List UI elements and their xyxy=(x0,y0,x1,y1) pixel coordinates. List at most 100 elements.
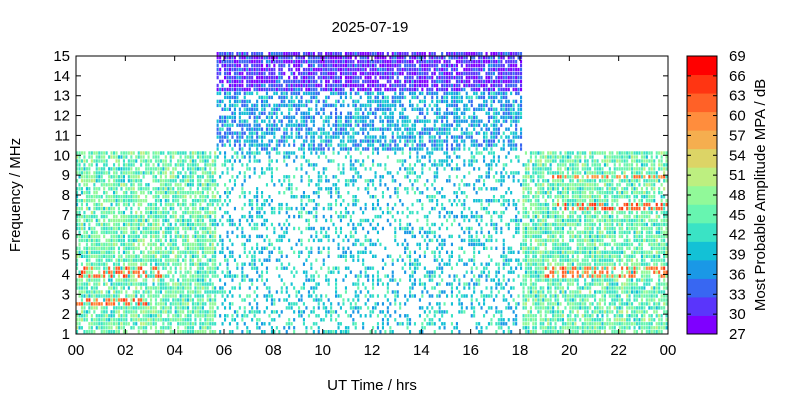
heatmap-cell xyxy=(172,179,175,183)
heatmap-cell xyxy=(214,222,217,227)
heatmap-cell xyxy=(93,226,96,231)
heatmap-cell xyxy=(413,91,416,96)
heatmap-cell xyxy=(221,290,224,294)
heatmap-cell xyxy=(140,306,143,310)
heatmap-cell xyxy=(349,218,352,223)
heatmap-cell xyxy=(76,218,79,223)
heatmap-cell xyxy=(174,314,177,318)
heatmap-cell xyxy=(122,183,125,187)
heatmap-cell xyxy=(154,218,157,223)
heatmap-cell xyxy=(194,195,197,199)
heatmap-cell xyxy=(100,242,103,247)
heatmap-cell xyxy=(421,167,424,171)
heatmap-cell xyxy=(228,139,231,143)
heatmap-cell xyxy=(233,274,236,278)
heatmap-cell xyxy=(275,326,278,330)
heatmap-cell xyxy=(431,195,434,199)
heatmap-cell xyxy=(132,163,135,167)
heatmap-cell xyxy=(120,306,123,310)
heatmap-cell xyxy=(115,187,118,191)
heatmap-cell xyxy=(386,206,389,211)
heatmap-cell xyxy=(115,270,118,274)
heatmap-cell xyxy=(132,326,135,330)
heatmap-cell xyxy=(256,191,259,195)
heatmap-cell xyxy=(201,262,204,266)
heatmap-cell xyxy=(280,290,283,294)
heatmap-cell xyxy=(258,87,261,92)
heatmap-cell xyxy=(357,175,360,179)
heatmap-cell xyxy=(162,306,165,310)
heatmap-cell xyxy=(201,242,204,247)
heatmap-cell xyxy=(275,91,278,96)
heatmap-cell xyxy=(211,274,214,278)
heatmap-cell xyxy=(187,238,190,243)
heatmap-cell xyxy=(352,322,355,326)
heatmap-cell xyxy=(354,242,357,247)
heatmap-cell xyxy=(209,250,212,254)
heatmap-cell xyxy=(411,187,414,191)
heatmap-cell xyxy=(169,155,172,159)
heatmap-cell xyxy=(241,278,244,282)
heatmap-cell xyxy=(140,262,143,266)
heatmap-cell xyxy=(113,294,116,298)
heatmap-cell xyxy=(344,214,347,219)
heatmap-cell xyxy=(310,250,313,254)
heatmap-cell xyxy=(117,167,120,171)
heatmap-cell xyxy=(90,151,93,155)
heatmap-cell xyxy=(125,294,128,298)
heatmap-cell xyxy=(177,218,180,223)
heatmap-cell xyxy=(268,63,271,68)
heatmap-cell xyxy=(172,151,175,155)
heatmap-cell xyxy=(258,250,261,254)
heatmap-cell xyxy=(426,151,429,155)
heatmap-cell xyxy=(137,171,140,175)
heatmap-cell xyxy=(268,131,271,135)
heatmap-cell xyxy=(325,79,328,84)
heatmap-cell xyxy=(182,258,185,262)
heatmap-cell xyxy=(231,330,234,334)
heatmap-cell xyxy=(349,127,352,131)
heatmap-cell xyxy=(253,310,256,314)
heatmap-cell xyxy=(90,246,93,250)
heatmap-cell xyxy=(426,195,429,199)
heatmap-cell xyxy=(278,52,281,56)
heatmap-cell xyxy=(164,298,167,302)
heatmap-cell xyxy=(177,226,180,231)
heatmap-cell xyxy=(206,246,209,250)
heatmap-cell xyxy=(226,131,229,135)
heatmap-cell xyxy=(191,278,194,282)
heatmap-cell xyxy=(159,199,162,203)
heatmap-cell xyxy=(332,151,335,155)
heatmap-cell xyxy=(145,210,148,215)
heatmap-cell xyxy=(396,143,399,147)
heatmap-cell xyxy=(184,179,187,183)
heatmap-cell xyxy=(278,95,281,100)
heatmap-cell xyxy=(219,79,222,84)
heatmap-cell xyxy=(191,290,194,294)
heatmap-cell xyxy=(122,175,125,179)
heatmap-cell xyxy=(103,306,106,310)
heatmap-cell xyxy=(209,199,212,203)
heatmap-cell xyxy=(157,262,160,266)
heatmap-cell xyxy=(179,254,182,258)
heatmap-cell xyxy=(76,171,79,175)
heatmap-cell xyxy=(248,294,251,298)
heatmap-cell xyxy=(209,175,212,179)
heatmap-cell xyxy=(374,60,377,64)
heatmap-cell xyxy=(110,202,113,207)
heatmap-cell xyxy=(204,246,207,250)
heatmap-cell xyxy=(95,318,98,322)
heatmap-cell xyxy=(411,52,414,56)
heatmap-cell xyxy=(179,286,182,290)
heatmap-cell xyxy=(372,79,375,84)
heatmap-cell xyxy=(233,119,236,123)
heatmap-cell xyxy=(349,234,352,239)
heatmap-cell xyxy=(113,254,116,258)
heatmap-cell xyxy=(386,290,389,294)
heatmap-cell xyxy=(83,222,86,227)
heatmap-cell xyxy=(152,230,155,235)
heatmap-cell xyxy=(364,63,367,68)
heatmap-cell xyxy=(100,210,103,215)
heatmap-cell xyxy=(389,71,392,76)
heatmap-cell xyxy=(389,87,392,92)
